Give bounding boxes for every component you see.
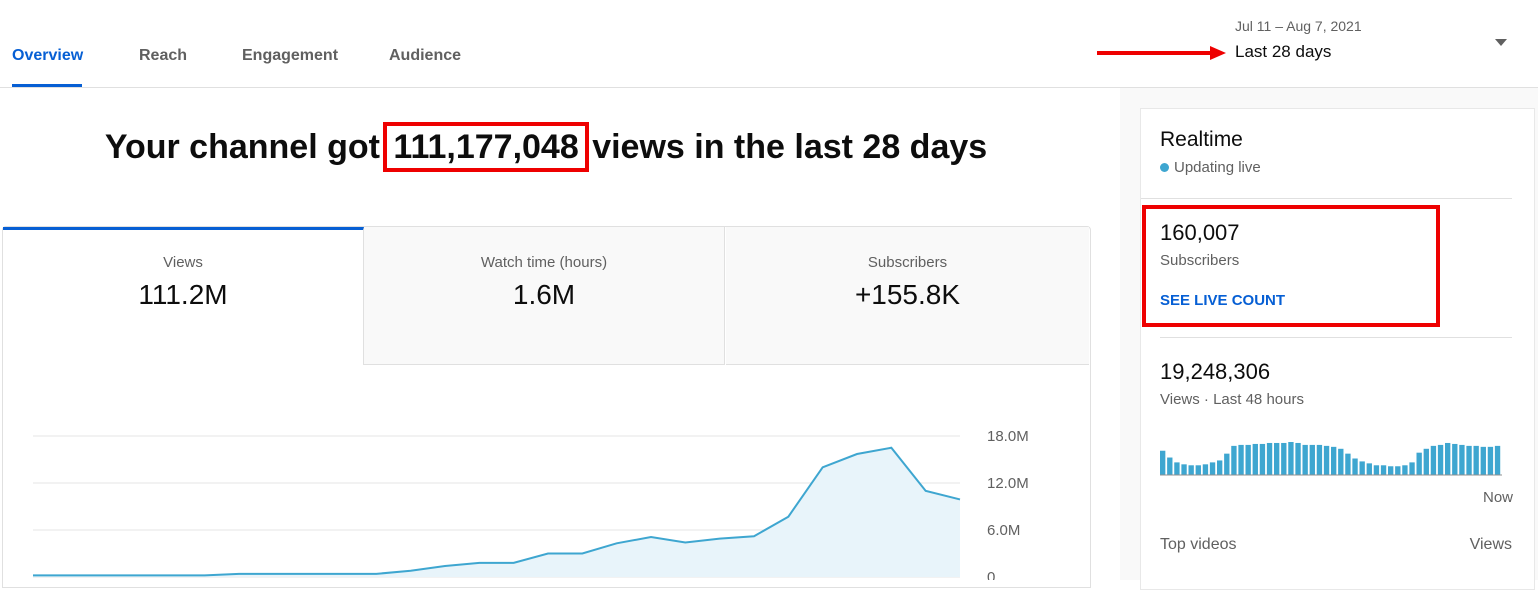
bar (1316, 444, 1323, 475)
bar (1437, 444, 1444, 475)
bar (1174, 462, 1180, 475)
metric-tab[interactable]: Views 111.2M (3, 227, 364, 365)
y-tick-label: 18.0M (987, 428, 1029, 445)
bar (1209, 462, 1216, 475)
bar (1445, 442, 1451, 475)
bar (1309, 444, 1315, 475)
metric-label: Views (163, 254, 203, 271)
tab[interactable]: Audience (389, 47, 462, 64)
red-arrow (1097, 46, 1226, 60)
bar (1373, 465, 1380, 475)
bar (1266, 442, 1273, 475)
bar (1288, 442, 1294, 475)
views-label: Views · Last 48 hours (1160, 391, 1304, 408)
bar (1274, 442, 1280, 475)
metric-tab[interactable]: Subscribers +155.8K (726, 227, 1089, 365)
bar (1388, 466, 1394, 475)
tab[interactable]: Overview (12, 47, 84, 64)
bar (1480, 446, 1486, 475)
highlight-box (1142, 205, 1440, 327)
date-range[interactable]: Jul 11 – Aug 7, 2021 (1235, 18, 1362, 34)
bar (1295, 442, 1301, 475)
bar (1202, 464, 1209, 475)
bar (1395, 466, 1401, 475)
realtime-chart: Now (1160, 442, 1513, 506)
y-tick-label: 0 (987, 569, 995, 580)
bar (1345, 453, 1351, 475)
views-count: 19,248,306 (1160, 359, 1271, 384)
bar (1231, 445, 1237, 475)
metric-label: Subscribers (867, 254, 948, 271)
bar (1188, 465, 1194, 475)
bar (1359, 461, 1365, 475)
views-chart: 0 6.0M 12.0M 18.0M (33, 428, 1029, 580)
live-count-link[interactable]: SEE LIVE COUNT (1160, 292, 1286, 309)
tab[interactable]: Engagement (242, 47, 339, 64)
end-label: Now (1483, 489, 1513, 506)
headline: Your channel got 111,177,048 views in th… (0, 122, 1092, 172)
bar (1473, 445, 1479, 475)
realtime-status: Updating live (1174, 159, 1261, 176)
y-tick-label: 6.0M (987, 522, 1020, 539)
bar (1302, 444, 1308, 475)
bar (1459, 444, 1465, 475)
bar (1245, 444, 1251, 475)
bar (1452, 443, 1458, 475)
bar (1380, 465, 1387, 475)
bar (1323, 445, 1330, 475)
bar (1402, 465, 1408, 475)
bar (1281, 442, 1287, 475)
bar (1409, 462, 1415, 475)
line (33, 446, 961, 577)
metric-tab[interactable]: Watch time (hours) 1.6M (364, 227, 725, 365)
bar (1487, 446, 1494, 475)
bar (1494, 445, 1501, 475)
bar (1259, 443, 1266, 475)
metric-value: 111.2M (138, 279, 228, 310)
tab-underline (12, 84, 82, 87)
dropdown-icon[interactable] (1494, 38, 1508, 48)
bar (1252, 443, 1258, 475)
realtime-title: Realtime (1160, 128, 1243, 151)
bar (1352, 458, 1358, 475)
area (33, 447, 960, 577)
bar (1466, 445, 1472, 475)
bar (1217, 460, 1223, 475)
bar (1430, 445, 1437, 475)
bar (1181, 464, 1187, 475)
divider (1160, 337, 1512, 338)
bar (1167, 457, 1173, 475)
bar (1366, 463, 1372, 475)
headline-number: 111,177,048 (383, 122, 589, 172)
top-bar (0, 0, 1538, 88)
bar (1416, 452, 1422, 475)
bar (1224, 453, 1230, 475)
live-dot (1160, 163, 1169, 172)
metric-value: +155.8K (854, 279, 961, 310)
metric-label: Watch time (hours) (480, 254, 608, 271)
tab[interactable]: Reach (139, 47, 188, 64)
headline-text: Your channel got (104, 128, 380, 166)
top-videos-column: Views (1469, 536, 1512, 553)
bar (1195, 465, 1201, 475)
y-tick-label: 12.0M (987, 475, 1029, 492)
bar (1238, 444, 1244, 475)
metric-value: 1.6M (512, 279, 576, 310)
top-videos-label: Top videos (1160, 536, 1237, 553)
divider (1141, 198, 1512, 199)
realtime-card (1140, 108, 1535, 590)
headline-text: views in the last 28 days (592, 128, 988, 166)
bar (1331, 446, 1337, 475)
date-label[interactable]: Last 28 days (1235, 42, 1332, 61)
bar (1160, 450, 1166, 475)
subscriber-count: 160,007 (1160, 220, 1240, 245)
bar (1338, 448, 1344, 475)
bar (1423, 448, 1429, 475)
subscriber-label: Subscribers (1160, 252, 1240, 269)
